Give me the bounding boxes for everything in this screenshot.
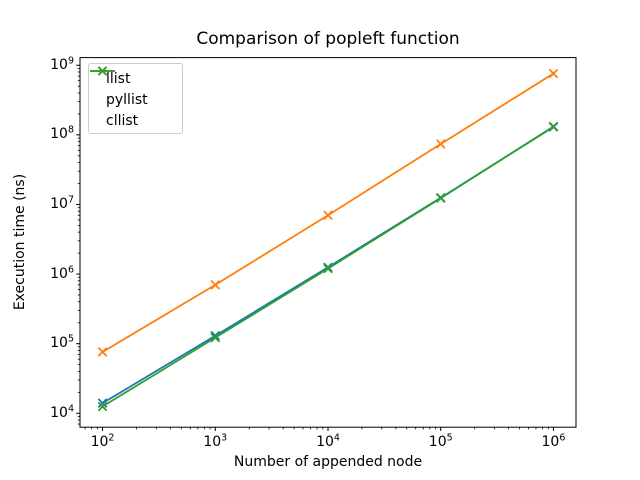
x-tick-label: 105 bbox=[428, 432, 453, 450]
y-tick-label: 107 bbox=[50, 194, 74, 212]
legend-item-pyllist: pyllist bbox=[89, 66, 182, 110]
legend-label: cllist bbox=[106, 112, 139, 129]
legend-item-cllist: cllist bbox=[89, 66, 182, 131]
y-tick-label: 109 bbox=[50, 55, 74, 73]
x-tick-label: 102 bbox=[90, 432, 115, 450]
series-line-llist bbox=[102, 126, 554, 404]
x-axis-label: Number of appended node bbox=[233, 454, 423, 470]
legend-line-sample bbox=[90, 66, 115, 76]
y-tick-label: 104 bbox=[50, 403, 74, 421]
x-tick-label: 106 bbox=[541, 432, 566, 450]
y-tick-label: 108 bbox=[50, 124, 74, 143]
legend-label: pyllist bbox=[106, 91, 148, 108]
y-tick-label: 106 bbox=[50, 263, 74, 282]
x-tick-label: 103 bbox=[203, 432, 228, 450]
y-tick-label: 105 bbox=[50, 333, 74, 352]
chart-title: Comparison of popleft function bbox=[196, 29, 460, 49]
x-tick-label: 104 bbox=[316, 432, 340, 450]
legend-label: llist bbox=[106, 70, 131, 87]
legend: llist pyllist cllist bbox=[88, 63, 183, 134]
